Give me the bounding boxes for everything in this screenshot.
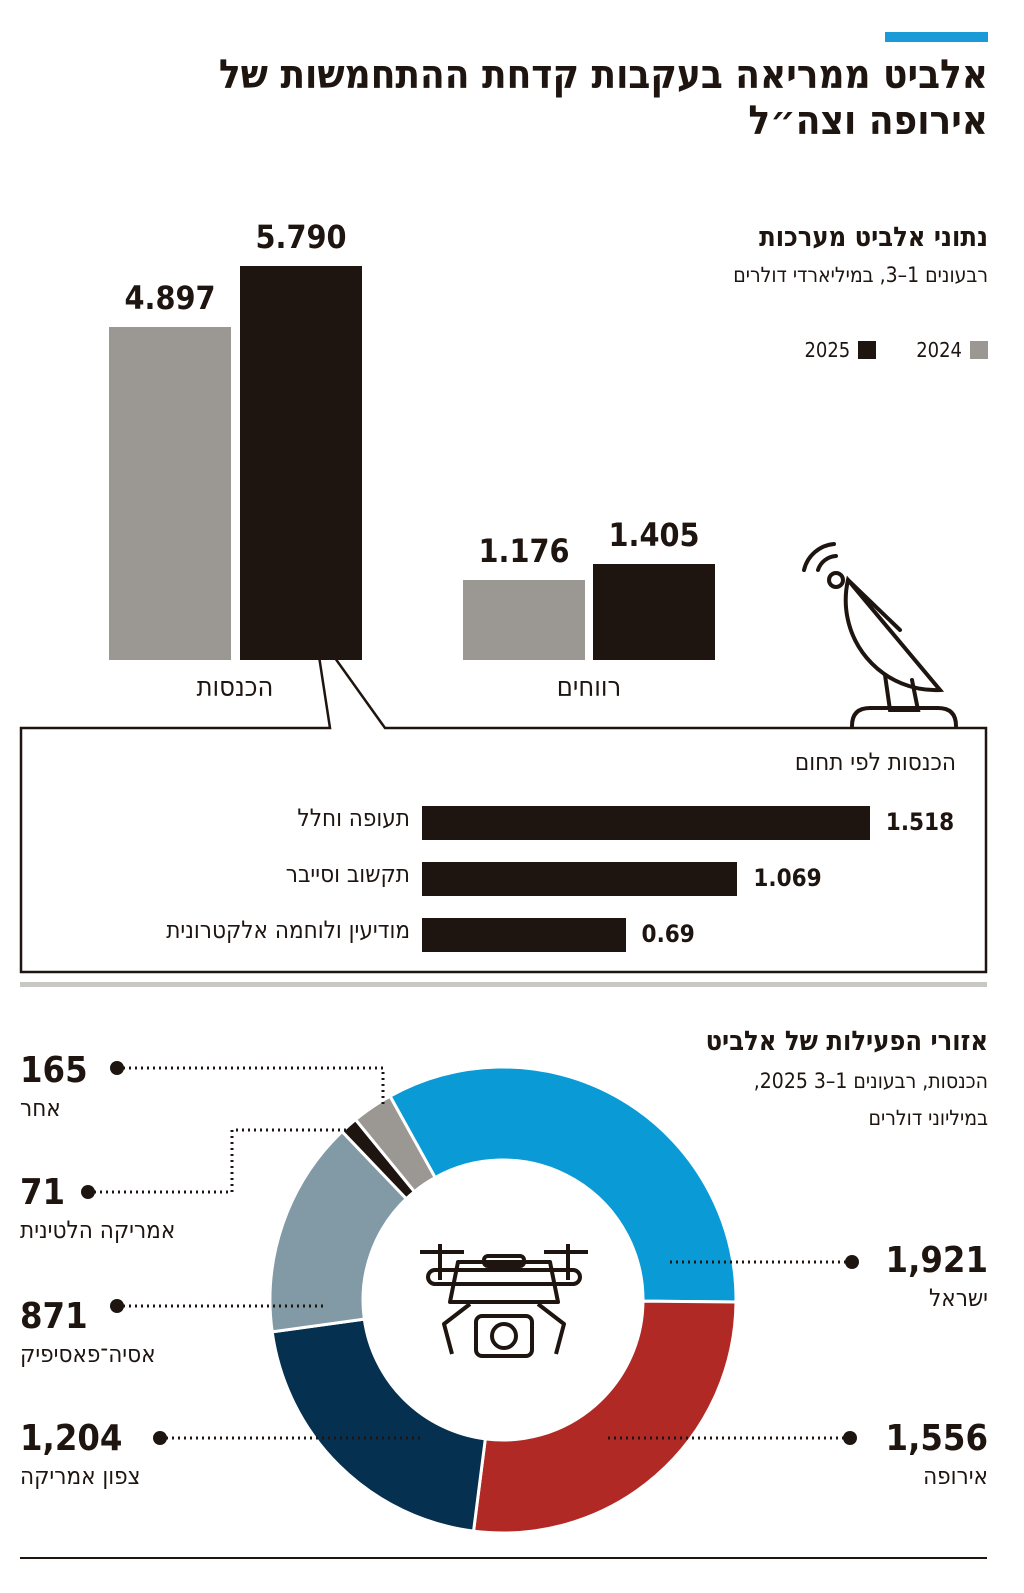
donut-value-label: 1,556 [885,1418,988,1459]
leader-dot [153,1431,167,1445]
leader-dot [845,1255,859,1269]
donut-subtitle: הכנסות, רבעונים 1–3 2025, [753,1069,988,1093]
page-title: אלביט ממריאה בעקבות קדחת ההתחמשות של איר… [218,52,988,144]
hbar [422,918,626,952]
bar-2025-0 [240,266,362,660]
leader-dot [110,1061,124,1075]
donut-value-label: 871 [20,1296,88,1337]
donut-slice-5 [353,1094,438,1194]
legend-label-2025: 2025 [804,338,851,362]
donut-value-label: 165 [20,1050,88,1091]
leader-line [88,1128,348,1194]
bar-chart-subtitle: רבעונים 1–3, במיליארדי דולרים [733,263,988,287]
category-label-profit: רווחים [556,672,622,703]
hbar-value-label: 1.518 [885,808,955,836]
legend-label-2024: 2024 [916,338,962,362]
donut-slice-2 [270,1317,487,1533]
donut-value-label: 71 [20,1172,66,1213]
hbar-category-label: תעופה וחלל [297,804,410,832]
donut-category-label: אסיה־פאסיפיק [20,1340,156,1368]
donut-category-label: ישראל [928,1284,988,1312]
bar-2024-1 [463,580,585,660]
hbar-chart-title: הכנסות לפי תחום [794,748,956,776]
hbar-value-label: 1.069 [753,864,822,892]
bar-value-label: 1.405 [608,516,700,555]
hbar-category-label: תקשוב וסייבר [285,860,410,888]
donut-subtitle-2: במיליוני דולרים [868,1106,989,1130]
legend-swatch-2024 [970,341,988,359]
donut-slice-0 [387,1065,738,1304]
donut-category-label: אחר [20,1094,61,1122]
leader-dot [81,1185,95,1199]
drone-icon [420,1244,588,1358]
bar-2025-1 [593,564,715,660]
donut-title: אזורי הפעילות של אלביט [705,1026,988,1057]
legend: 2024 2025 [804,338,988,362]
leader-line [117,1066,385,1105]
donut-category-label: אירופה [923,1462,988,1490]
satellite-dish-icon [802,542,958,728]
donut-slice-1 [471,1299,738,1535]
bar-value-label: 1.176 [478,532,570,571]
leader-dot [110,1299,124,1313]
hbar [422,806,870,840]
legend-swatch-2025 [858,341,877,359]
callout-box [19,629,988,987]
leader-dot [843,1431,857,1445]
bottom-rule [20,1557,987,1559]
bar-value-label: 5.790 [255,218,347,257]
accent-bar [885,32,988,42]
bar-value-label: 4.897 [124,279,216,317]
bar-2024-0 [109,327,231,660]
donut-value-label: 1,204 [20,1418,123,1459]
hbar-category-label: מודיעין ולוחמה אלקטרונית [166,916,410,944]
hbar-value-label: 0.69 [641,920,695,948]
donut-category-label: צפון אמריקה [20,1462,141,1490]
donut-category-label: אמריקה הלטינית [20,1216,176,1244]
donut-value-label: 1,921 [885,1240,988,1281]
hbar [422,862,738,896]
category-label-revenue: הכנסות [196,672,274,703]
bar-chart-title: נתוני אלביט מערכות [759,222,988,253]
